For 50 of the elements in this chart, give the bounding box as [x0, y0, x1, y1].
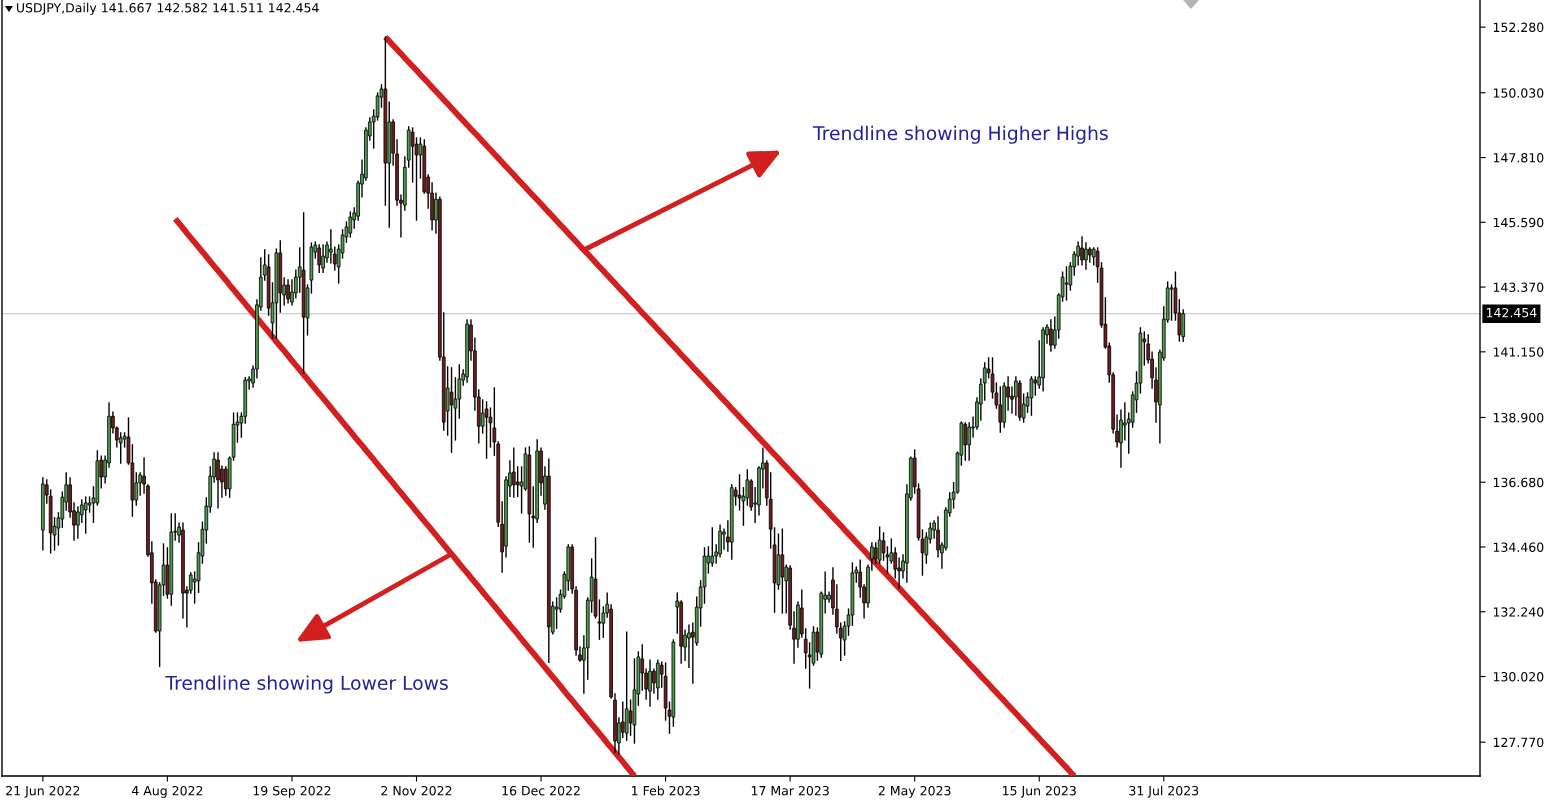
candlestick [1029, 376, 1034, 416]
candlestick [1064, 266, 1069, 301]
candlestick [515, 466, 520, 497]
x-tick-label: 15 Jun 2023 [1003, 785, 1076, 798]
x-tick-label: 2 May 2023 [878, 785, 951, 798]
annotation: Trendline showing Lower Lows [165, 675, 448, 694]
y-tick-label: 138.900 [1493, 412, 1544, 423]
y-tick-label: 143.370 [1493, 282, 1544, 292]
annotation: Trendline showing Higher Highs [812, 125, 1108, 144]
x-tick-label: 4 Aug 2022 [131, 785, 203, 798]
candlestick [321, 244, 325, 273]
candlestick [511, 447, 516, 498]
candlestick [1084, 242, 1088, 270]
x-tick-label: 1 Feb 2023 [632, 785, 700, 796]
y-tick-label: 136.680 [1493, 477, 1544, 488]
candlestick [877, 526, 882, 564]
candlestick [648, 659, 652, 707]
y-tick-label: 152.280 [1493, 22, 1544, 33]
x-tick-label: 17 Mar 2023 [751, 785, 829, 796]
candlestick [1169, 284, 1174, 321]
x-tick-label: 31 Jul 2023 [1129, 785, 1199, 798]
candlestick [449, 367, 454, 453]
candlestick [216, 452, 220, 509]
y-tick-label: 134.460 [1493, 542, 1544, 552]
y-tick-label: 127.770 [1493, 737, 1544, 748]
candlestick [963, 422, 968, 461]
y-tick-label: 147.810 [1493, 153, 1544, 163]
candlestick [286, 279, 290, 304]
candlestick [780, 528, 785, 614]
candlestick [83, 496, 88, 534]
chart-title: USDJPY,Daily 141.667 142.582 141.511 142.454 [16, 2, 319, 15]
candlestick [1080, 236, 1084, 266]
y-tick-label: 132.240 [1493, 607, 1544, 617]
candlestick [710, 527, 715, 567]
candlestick [998, 386, 1003, 433]
y-tick-label: 141.150 [1493, 347, 1544, 357]
ref-line-label: 142.454 [1486, 307, 1537, 318]
x-tick-label: 19 Sep 2022 [253, 785, 331, 798]
x-tick-label: 21 Jun 2022 [6, 785, 80, 798]
x-tick-label: 16 Dec 2022 [502, 785, 580, 796]
y-tick-label: 150.030 [1493, 88, 1544, 98]
y-tick-label: 145.590 [1493, 217, 1544, 228]
x-tick-label: 2 Nov 2022 [381, 785, 452, 796]
y-tick-label: 130.020 [1493, 671, 1544, 682]
candlestick [484, 401, 489, 459]
candlestick [554, 597, 559, 629]
candlestick [1033, 376, 1038, 396]
candlestick [317, 244, 322, 273]
candlestick [1049, 319, 1053, 352]
candlestick [873, 542, 878, 564]
